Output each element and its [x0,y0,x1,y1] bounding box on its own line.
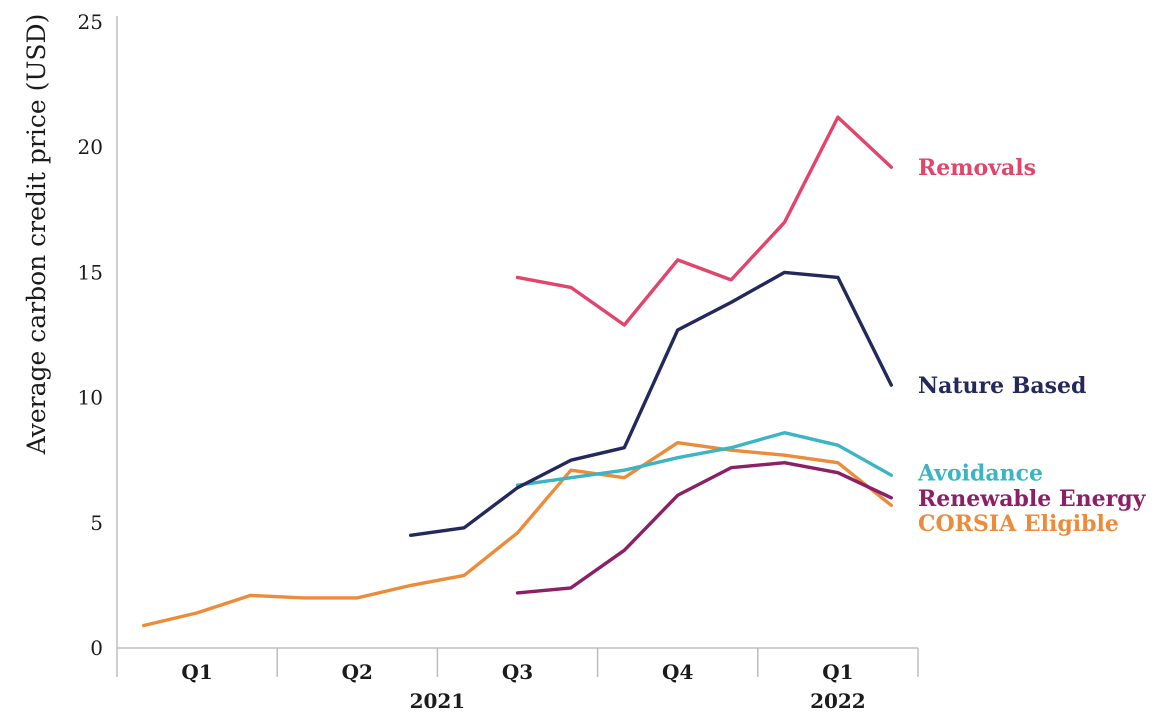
x-category-label: Q4 [662,660,693,684]
x-category-label: Q2 [342,660,373,684]
y-tick-label: 0 [90,636,103,660]
axes [116,16,918,649]
y-tick-label: 20 [78,135,103,159]
y-tick-label: 5 [90,511,103,535]
y-tick-label: 15 [78,260,103,284]
series-line-avoidance [515,431,893,487]
year-label: 2022 [810,689,866,712]
x-category-label: Q1 [822,660,853,684]
y-tick-label: 10 [78,386,103,410]
series-lines [142,115,893,628]
series-label: Avoidance [917,461,1043,487]
x-category-labels: Q1 Q2 Q3 Q4 Q1 2021 2022 [116,648,919,712]
series-line-removals [515,115,893,327]
series-line-nature-based [409,270,893,537]
series-line-corsia-eligible [142,441,893,628]
series-label: Renewable Energy [918,486,1147,512]
x-category-label: Q3 [502,660,533,684]
series-label: CORSIA Eligible [918,511,1119,537]
series-line-renewable-energy [515,461,893,595]
y-tick-labels: 0 5 10 15 20 25 [78,10,103,660]
year-label: 2021 [410,689,466,712]
series-label: Nature Based [918,373,1086,399]
x-category-label: Q1 [181,660,212,684]
series-label: Removals [918,155,1036,181]
y-axis-label: Average carbon credit price (USD) [22,14,51,456]
y-tick-label: 25 [78,10,103,34]
